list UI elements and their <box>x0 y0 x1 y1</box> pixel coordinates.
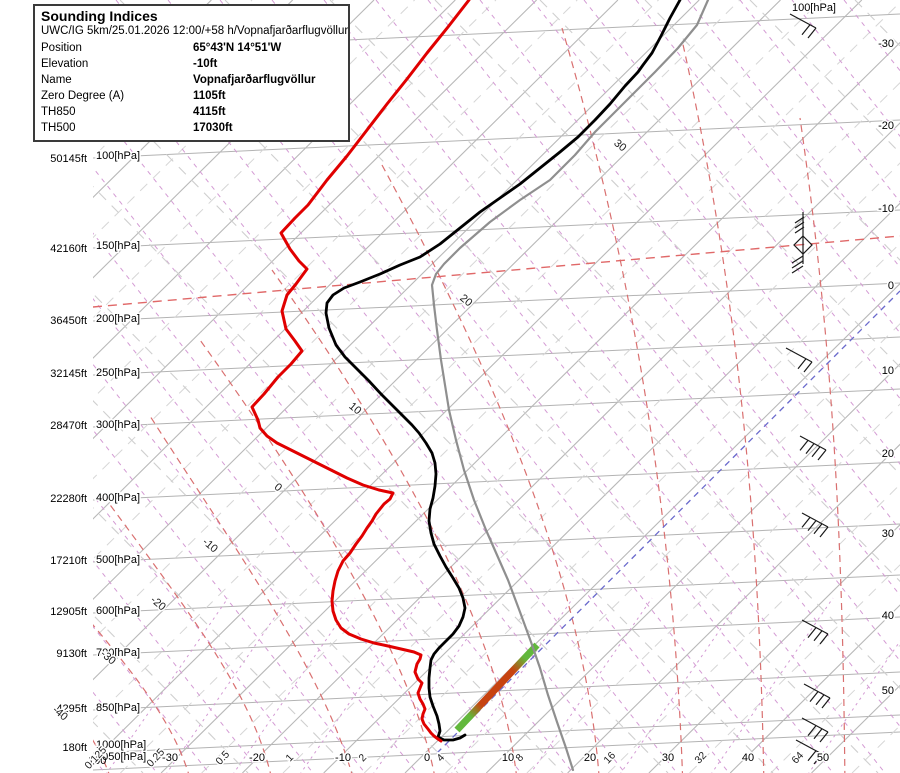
wind-barb-icon <box>785 347 813 373</box>
wind-barb-icon <box>795 739 823 765</box>
temperature-curve <box>324 0 682 742</box>
info-row-elevation: Elevation -10ft <box>41 58 218 70</box>
svg-text:22280ft: 22280ft <box>50 493 87 505</box>
wind-barbs <box>785 13 831 765</box>
svg-text:-30: -30 <box>162 752 178 764</box>
svg-text:30: 30 <box>611 137 628 154</box>
wind-barb-icon <box>789 13 817 39</box>
svg-text:200[hPa]: 200[hPa] <box>96 313 140 325</box>
axis-labels: 63175ft56965ft50145ft42160ft36450ft32145… <box>50 1 895 768</box>
svg-text:100[hPa]: 100[hPa] <box>96 150 140 162</box>
svg-text:250[hPa]: 250[hPa] <box>96 367 140 379</box>
wind-barb-icon <box>801 717 829 743</box>
svg-text:180ft: 180ft <box>63 742 87 754</box>
info-row-zero-degree: Zero Degree (A) 1105ft <box>41 90 226 102</box>
svg-text:1000[hPa]: 1000[hPa] <box>96 739 146 751</box>
wind-barb-icon <box>799 435 827 461</box>
model-run-info: UWC/IG 5km/25.01.2026 12:00/+58 h/Vopnaf… <box>41 25 349 37</box>
svg-text:36450ft: 36450ft <box>50 315 87 327</box>
svg-text:1050[hPa]: 1050[hPa] <box>96 751 146 763</box>
svg-text:0: 0 <box>424 752 430 764</box>
svg-text:42160ft: 42160ft <box>50 243 87 255</box>
svg-text:9130ft: 9130ft <box>56 648 87 660</box>
svg-text:1: 1 <box>283 752 296 765</box>
guide-lines <box>93 235 900 754</box>
svg-text:30: 30 <box>882 528 894 540</box>
svg-text:500[hPa]: 500[hPa] <box>96 554 140 566</box>
svg-text:-20: -20 <box>878 120 894 132</box>
svg-text:32: 32 <box>692 749 709 766</box>
parcel-curve <box>430 0 710 772</box>
svg-text:10: 10 <box>502 752 514 764</box>
svg-text:50: 50 <box>817 752 829 764</box>
info-row-name: Name Vopnafjarðarflugvöllur <box>41 74 316 86</box>
svg-text:-10: -10 <box>878 203 894 215</box>
svg-text:600[hPa]: 600[hPa] <box>96 605 140 617</box>
svg-text:40: 40 <box>742 752 754 764</box>
svg-text:100: 100 <box>88 755 106 767</box>
moist-adiabat-curves <box>93 27 846 773</box>
svg-text:50145ft: 50145ft <box>50 153 87 165</box>
wind-barb-icon <box>803 683 831 709</box>
svg-text:700[hPa]: 700[hPa] <box>96 647 140 659</box>
svg-text:20: 20 <box>882 448 894 460</box>
svg-text:400[hPa]: 400[hPa] <box>96 492 140 504</box>
info-row-position: Position 65°43'N 14°51'W <box>41 42 282 54</box>
svg-text:100[hPa]: 100[hPa] <box>792 2 836 14</box>
svg-text:32145ft: 32145ft <box>50 368 87 380</box>
svg-text:2: 2 <box>356 752 369 765</box>
mixing-ratio-lines <box>106 597 900 773</box>
sounding-indices-panel: Sounding Indices UWC/IG 5km/25.01.2026 1… <box>33 4 350 142</box>
svg-text:20: 20 <box>457 292 474 309</box>
dewpoint-curve <box>250 0 471 743</box>
svg-text:-30: -30 <box>878 38 894 50</box>
svg-text:17210ft: 17210ft <box>50 555 87 567</box>
svg-text:40: 40 <box>882 610 894 622</box>
svg-text:16: 16 <box>601 749 618 766</box>
cloud-layer-bar <box>454 642 540 733</box>
svg-text:-10: -10 <box>200 536 220 555</box>
svg-text:0: 0 <box>888 280 894 292</box>
info-row-th500: TH500 17030ft <box>41 122 233 134</box>
svg-text:64: 64 <box>789 749 806 766</box>
svg-text:300[hPa]: 300[hPa] <box>96 419 140 431</box>
wind-barb-icon <box>791 212 813 274</box>
svg-text:-20: -20 <box>249 752 265 764</box>
svg-text:50: 50 <box>882 685 894 697</box>
panel-title: Sounding Indices <box>41 8 158 24</box>
wind-barb-icon <box>801 512 829 538</box>
svg-text:28470ft: 28470ft <box>50 420 87 432</box>
info-row-th850: TH850 4115ft <box>41 106 226 118</box>
svg-text:850[hPa]: 850[hPa] <box>96 702 140 714</box>
svg-text:12905ft: 12905ft <box>50 606 87 618</box>
svg-text:8: 8 <box>513 752 526 765</box>
svg-text:-10: -10 <box>335 752 351 764</box>
svg-text:30: 30 <box>662 752 674 764</box>
svg-text:150[hPa]: 150[hPa] <box>96 240 140 252</box>
wind-barb-icon <box>801 619 829 645</box>
svg-text:10: 10 <box>882 365 894 377</box>
svg-text:20: 20 <box>584 752 596 764</box>
svg-text:4295ft: 4295ft <box>56 703 87 715</box>
